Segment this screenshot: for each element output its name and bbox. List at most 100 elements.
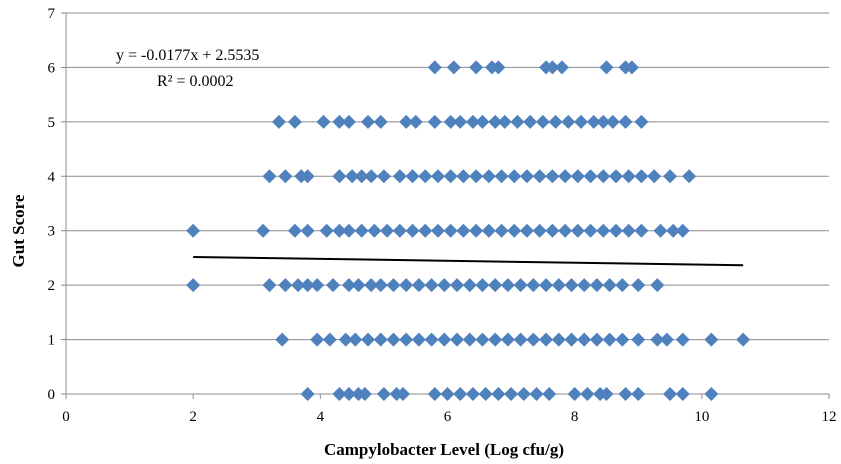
data-point (411, 278, 426, 293)
data-point (554, 60, 569, 75)
data-point (326, 278, 341, 293)
data-point (675, 387, 690, 401)
data-point (430, 223, 445, 238)
data-point (599, 387, 614, 401)
data-point (332, 387, 347, 401)
data-point (548, 114, 563, 129)
data-point (580, 387, 595, 401)
data-point (427, 114, 442, 129)
data-point (494, 223, 509, 238)
data-point (278, 169, 293, 184)
data-point (367, 223, 382, 238)
y-tick-label-1: 1 (48, 333, 56, 349)
data-point (408, 114, 423, 129)
data-point (488, 332, 503, 347)
data-point (262, 169, 277, 184)
data-point (631, 332, 646, 347)
x-tick-label-12: 12 (822, 409, 837, 425)
trendline-equation: y = -0.0177x + 2.5535 (116, 47, 259, 64)
data-point (596, 169, 611, 184)
y-tick-label-0: 0 (48, 387, 56, 403)
x-tick-labels: 0 2 4 6 8 10 12 (62, 409, 836, 425)
x-tick-label-2: 2 (189, 409, 197, 425)
trendline-r-squared: R² = 0.0002 (157, 73, 234, 90)
data-point (513, 278, 528, 293)
data-point (373, 114, 388, 129)
data-point (535, 114, 550, 129)
data-point (430, 169, 445, 184)
data-point (319, 223, 334, 238)
data-point (354, 223, 369, 238)
data-point (478, 387, 493, 401)
data-point (504, 387, 519, 401)
data-point (310, 332, 325, 347)
data-point (469, 169, 484, 184)
data-point (186, 278, 201, 293)
data-point (510, 114, 525, 129)
data-point (186, 223, 201, 238)
data-point (405, 223, 420, 238)
data-point (437, 278, 452, 293)
data-point (469, 60, 484, 75)
data-point (332, 114, 347, 129)
data-point (392, 169, 407, 184)
data-point (488, 278, 503, 293)
data-point (341, 114, 356, 129)
data-point (341, 387, 356, 401)
y-tick-labels: 0 1 2 3 4 5 6 7 (48, 6, 56, 403)
data-point (507, 223, 522, 238)
x-tick-label-0: 0 (62, 409, 70, 425)
data-point (475, 114, 490, 129)
data-point (427, 387, 442, 401)
data-point (577, 332, 592, 347)
data-point (395, 387, 410, 401)
data-point (488, 114, 503, 129)
data-point (602, 278, 617, 293)
x-tick-label-10: 10 (694, 409, 709, 425)
data-point (411, 332, 426, 347)
data-point (519, 223, 534, 238)
data-point (341, 278, 356, 293)
data-point (405, 169, 420, 184)
data-point (453, 114, 468, 129)
data-point (570, 223, 585, 238)
data-point (386, 278, 401, 293)
data-point (551, 332, 566, 347)
data-point (440, 387, 455, 401)
y-tick-label-3: 3 (48, 224, 56, 240)
data-point (704, 332, 719, 347)
data-point (558, 223, 573, 238)
data-point (475, 278, 490, 293)
data-point (615, 332, 630, 347)
data-point (300, 278, 315, 293)
data-point (532, 169, 547, 184)
data-point (583, 169, 598, 184)
data-point (351, 278, 366, 293)
data-points (186, 60, 751, 401)
y-tick-label-4: 4 (48, 169, 56, 185)
data-point (361, 114, 376, 129)
data-point (465, 387, 480, 401)
data-point (465, 114, 480, 129)
data-point (631, 387, 646, 401)
data-point (599, 60, 614, 75)
y-tick-label-5: 5 (48, 115, 56, 131)
data-point (475, 332, 490, 347)
data-point (376, 387, 391, 401)
data-point (300, 169, 315, 184)
data-point (418, 223, 433, 238)
y-tick-label-6: 6 (48, 60, 56, 76)
data-point (373, 278, 388, 293)
data-point (437, 332, 452, 347)
data-point (500, 332, 515, 347)
data-point (624, 60, 639, 75)
data-point (373, 332, 388, 347)
data-point (570, 169, 585, 184)
data-point (376, 169, 391, 184)
data-point (443, 169, 458, 184)
data-point (608, 169, 623, 184)
data-point (608, 223, 623, 238)
data-point (322, 332, 337, 347)
data-point (736, 332, 751, 347)
